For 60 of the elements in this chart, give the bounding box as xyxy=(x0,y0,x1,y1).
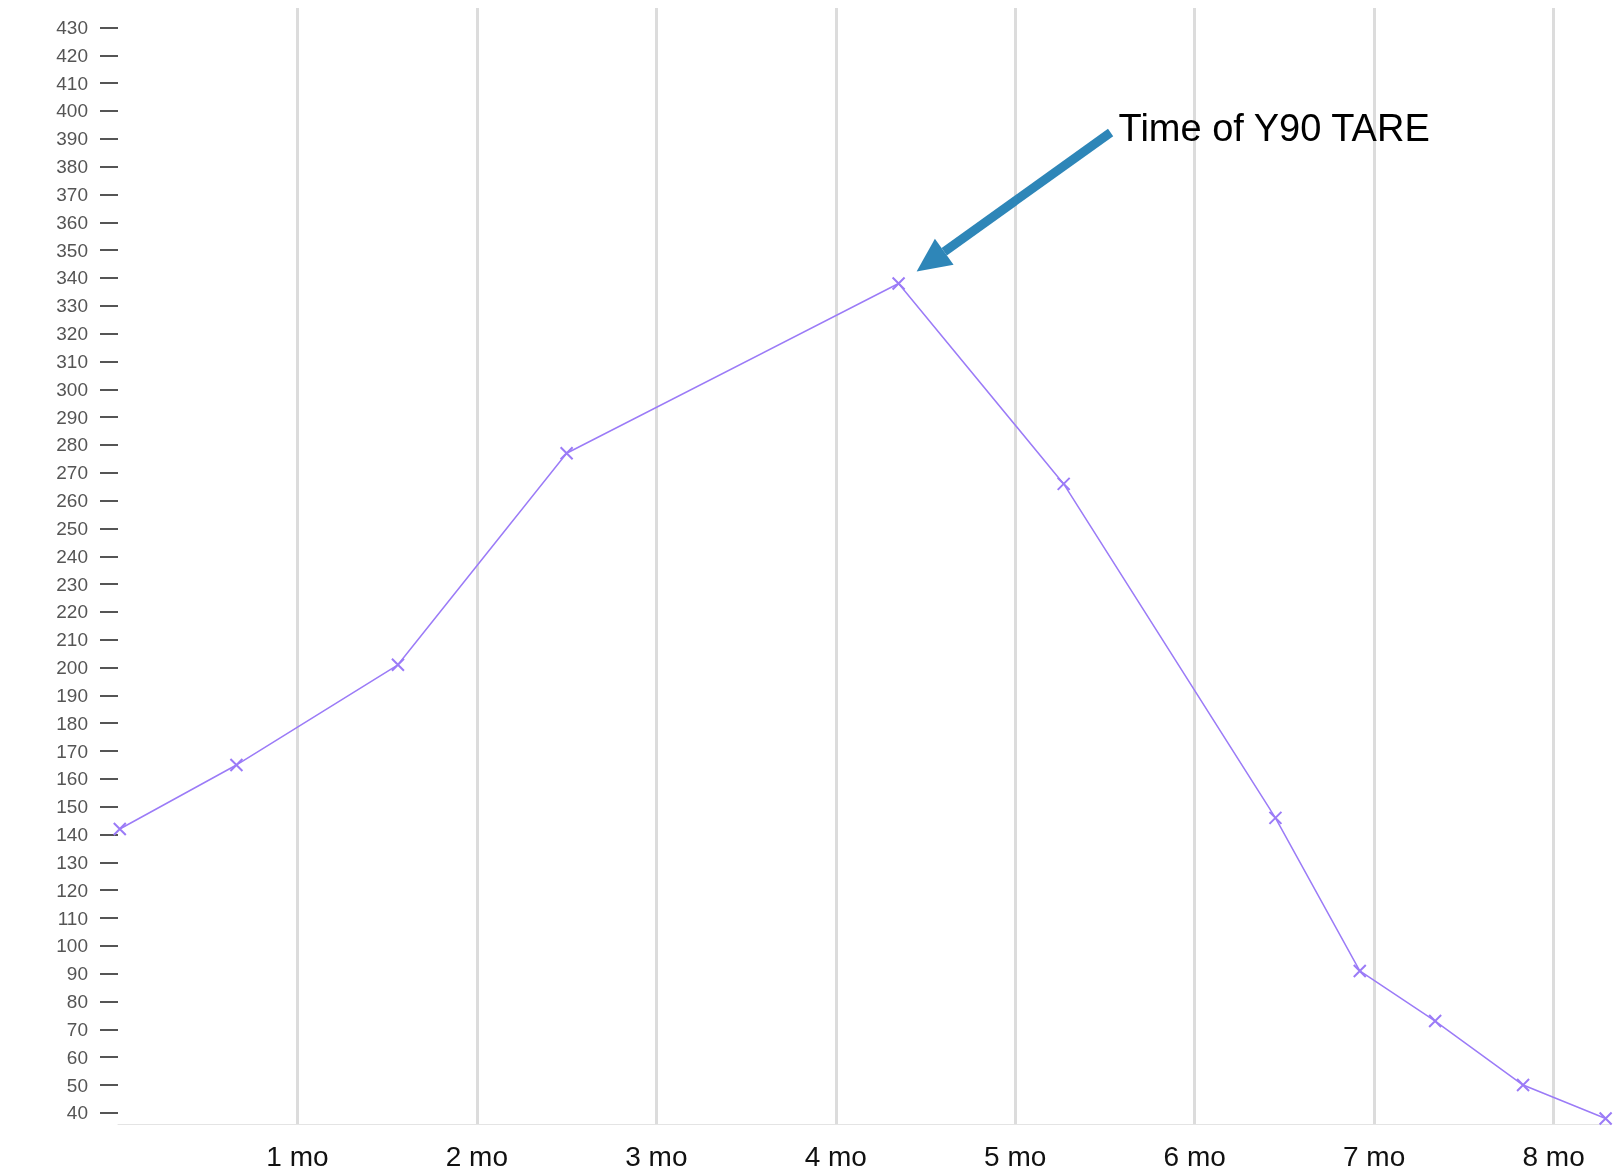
y-tick-label: 110 xyxy=(57,907,88,929)
y-tick-label: 240 xyxy=(56,545,88,567)
y-tick-label: 80 xyxy=(66,991,88,1013)
point xyxy=(559,446,574,461)
y-tick-label: 290 xyxy=(56,406,88,428)
y-tick-label: 270 xyxy=(56,462,88,484)
y-tick-label: 130 xyxy=(56,851,88,873)
x-tick-label: 3 mo xyxy=(625,1140,688,1172)
y-tick-label: 230 xyxy=(56,573,88,595)
point xyxy=(1516,1078,1531,1093)
x-tick-label: 4 mo xyxy=(804,1140,867,1172)
y-tick-label: 380 xyxy=(56,156,88,178)
y-tick-label: 260 xyxy=(56,490,88,512)
y-tick-label: 210 xyxy=(56,629,88,651)
point xyxy=(1268,810,1283,825)
y-tick-label: 250 xyxy=(56,517,88,539)
y-tick-label: 50 xyxy=(66,1074,88,1096)
point xyxy=(891,276,906,291)
y-tick-label: 360 xyxy=(56,211,88,233)
point xyxy=(1056,476,1071,491)
y-tick-label: 40 xyxy=(66,1102,88,1124)
y-tick-label: 370 xyxy=(56,183,88,205)
x-tick-label: 7 mo xyxy=(1343,1140,1406,1172)
y-tick-label: 140 xyxy=(56,824,88,846)
y-tick-label: 180 xyxy=(56,712,88,734)
y-tick-label: 400 xyxy=(56,100,88,122)
x-tick-label: 8 mo xyxy=(1522,1140,1585,1172)
y-tick-label: 300 xyxy=(56,378,88,400)
y-tick-label: 150 xyxy=(56,796,88,818)
annotation: Time of Y90 TARE xyxy=(1118,106,1430,150)
y-tick-label: 200 xyxy=(56,657,88,679)
point xyxy=(112,822,127,836)
y-tick-label: 280 xyxy=(56,434,88,456)
y-tick-label: 320 xyxy=(56,323,88,345)
point xyxy=(229,757,244,772)
y-tick-label: 70 xyxy=(66,1018,88,1040)
y-tick-label: 60 xyxy=(66,1046,88,1068)
x-tick-label: 5 mo xyxy=(984,1140,1047,1172)
y-tick-label: 330 xyxy=(56,295,88,317)
y-tick-label: 160 xyxy=(56,768,88,790)
point xyxy=(390,657,405,672)
y-tick-label: 420 xyxy=(56,44,88,66)
y-tick-label: 430 xyxy=(56,16,88,38)
y-tick-label: 170 xyxy=(56,740,88,762)
point xyxy=(1352,963,1367,978)
y-tick-label: 120 xyxy=(56,879,88,901)
y-tick-label: 310 xyxy=(56,350,88,372)
point xyxy=(1598,1111,1613,1126)
y-tick-label: 350 xyxy=(56,239,88,261)
y-tick-label: 190 xyxy=(56,684,88,706)
y-tick-label: 90 xyxy=(66,963,88,985)
y-tick-label: 220 xyxy=(56,601,88,623)
y-tick-label: 390 xyxy=(56,128,88,150)
y-tick-label: 340 xyxy=(56,267,88,289)
y-tick-label: 410 xyxy=(56,72,88,94)
x-tick-label: 2 mo xyxy=(445,1140,509,1172)
point xyxy=(1428,1014,1443,1029)
x-tick-label: 1 mo xyxy=(266,1140,329,1172)
x-tick-label: 6 mo xyxy=(1163,1140,1226,1172)
y-tick-label: 100 xyxy=(56,935,88,957)
